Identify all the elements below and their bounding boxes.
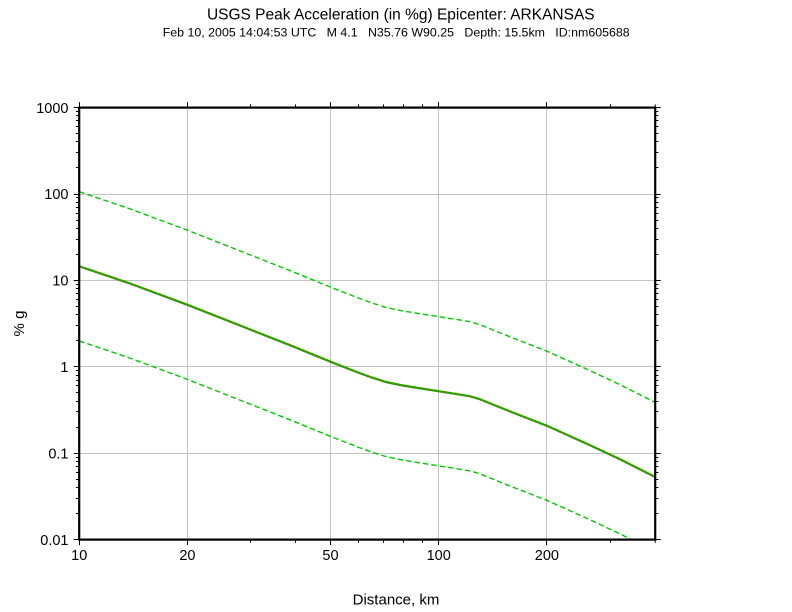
svg-text:Distance, km: Distance, km xyxy=(353,592,440,609)
svg-text:20: 20 xyxy=(179,548,195,564)
svg-text:10: 10 xyxy=(52,274,68,290)
svg-text:0.01: 0.01 xyxy=(40,533,68,549)
svg-text:% g: % g xyxy=(11,311,28,337)
svg-text:1000: 1000 xyxy=(36,101,68,117)
svg-text:USGS Peak Acceleration (in %g): USGS Peak Acceleration (in %g) Epicenter… xyxy=(207,7,595,24)
svg-text:0.1: 0.1 xyxy=(48,446,68,462)
svg-text:100: 100 xyxy=(427,548,451,564)
svg-text:100: 100 xyxy=(44,187,68,203)
svg-text:Feb 10, 2005 14:04:53 UTC M: Feb 10, 2005 14:04:53 UTC M 4.1 N35.76 W… xyxy=(163,25,630,39)
svg-text:200: 200 xyxy=(535,548,559,564)
svg-text:1: 1 xyxy=(60,360,68,376)
svg-text:10: 10 xyxy=(71,548,87,564)
svg-text:50: 50 xyxy=(322,548,338,564)
